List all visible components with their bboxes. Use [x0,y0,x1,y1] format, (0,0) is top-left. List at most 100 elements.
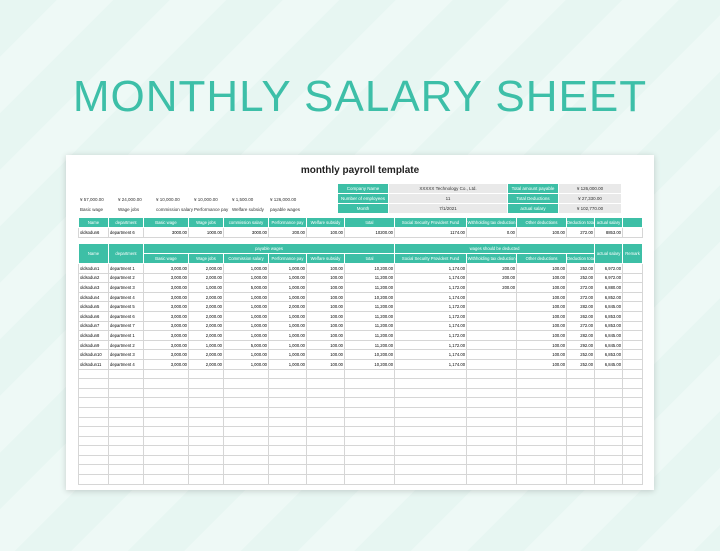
cell [594,435,624,447]
cell [466,358,518,370]
cell [78,464,109,476]
cell: 1,000.00 [268,310,307,322]
cell [268,406,307,418]
cell [516,368,568,380]
cell: oldsodun4 [78,291,109,303]
lookup-header: Name department Basic wage Wage jobs commiss… [78,217,643,228]
cell: 1,000.00 [223,320,269,332]
cell: 292.00 [566,339,596,351]
cell [108,387,144,399]
cell: department 2 [108,272,144,284]
info-label: Number of employees [338,194,388,203]
cell: 6,845.00 [594,339,624,351]
cell [516,406,568,418]
cell [516,464,568,476]
cell [223,445,269,456]
cell [108,464,144,476]
table-row: oldsodun6 department 6 3,000.00 2,000.00 1,0… [78,310,644,322]
cell [622,339,644,351]
totals-label: Total amount payable [508,184,558,193]
cell [306,378,345,389]
cell [268,445,307,456]
cell [306,416,345,428]
totals-value: ¥ 126,000.00 [559,184,621,193]
cell [343,464,396,476]
cell: 100.00 [306,320,345,332]
cell [143,474,189,485]
cell: 1,174.00 [394,272,468,284]
lookup-cell: 3000.00 [223,227,269,238]
totals-label: Total Deductions [508,194,558,203]
cell: 200.00 [466,272,518,284]
cell [78,474,109,485]
cell: oldsodun10 [78,349,109,360]
cell [466,330,518,341]
cell: 272.00 [566,291,596,303]
cell: 272.00 [566,320,596,332]
lookup-cell [622,227,643,238]
cell [143,426,189,437]
cell [108,416,144,428]
cell: department 4 [108,358,144,370]
table-row: oldsodun3 department 3 3,000.00 1,000.00 5,0… [78,282,644,293]
cell: 100.00 [306,330,345,341]
cell: 11,200.00 [343,339,396,351]
cell: 2,000.00 [188,263,224,274]
cell [566,454,596,466]
empty-row [78,416,644,428]
cell: 252.00 [566,263,596,274]
cell [466,368,518,380]
cell [223,387,269,399]
header-cell: Wage jobs [188,253,224,264]
cell: 1,174.00 [394,358,468,370]
cell: 1,000.00 [188,282,224,293]
summary-value: ¥ 126,000.00 [270,197,297,202]
cell: oldsodun7 [78,320,109,332]
cell [594,406,624,418]
lookup-cell: 100.00 [306,227,345,238]
cell [268,435,307,447]
cell: 6,845.00 [594,301,624,312]
cell: 252.00 [566,272,596,284]
cell [143,416,189,428]
cell [78,378,109,389]
cell [622,435,644,447]
cell [343,454,396,466]
cell [566,435,596,447]
lookup-header-cell: Social Security Provident Fund [394,217,467,228]
lookup-header-cell: actual salary [594,217,623,228]
cell: 2,000.00 [188,349,224,360]
cell [394,474,468,485]
cell [566,387,596,399]
cell: 100.00 [516,272,568,284]
cell: 100.00 [306,358,345,370]
cell [268,397,307,408]
cell [566,368,596,380]
cell: 252.00 [566,358,596,370]
cell [306,454,345,466]
cell [306,435,345,447]
cell [394,416,468,428]
cell: 100.00 [306,339,345,351]
cell [594,368,624,380]
cell [143,397,189,408]
cell: 3,000.00 [143,291,189,303]
lookup-header-cell: total [344,217,395,228]
cell [188,464,224,476]
cell: 10,200.00 [343,263,396,274]
cell [394,445,468,456]
cell [622,263,644,274]
cell [622,454,644,466]
summary-label: Welfare subsidy [232,207,264,212]
cell: 2,000.00 [188,310,224,322]
cell [108,435,144,447]
cell: 1,174.00 [394,320,468,332]
header-cell: Deduction total [566,253,596,264]
cell [466,349,518,360]
cell: department 2 [108,339,144,351]
table-row: oldsodun9 department 2 3,000.00 1,000.00 5,0… [78,339,644,351]
header-row: Basic wage Wage jobs Commission salary Perf… [79,253,643,264]
totals-label: actual salary [508,204,558,213]
cell [78,454,109,466]
cell [622,397,644,408]
